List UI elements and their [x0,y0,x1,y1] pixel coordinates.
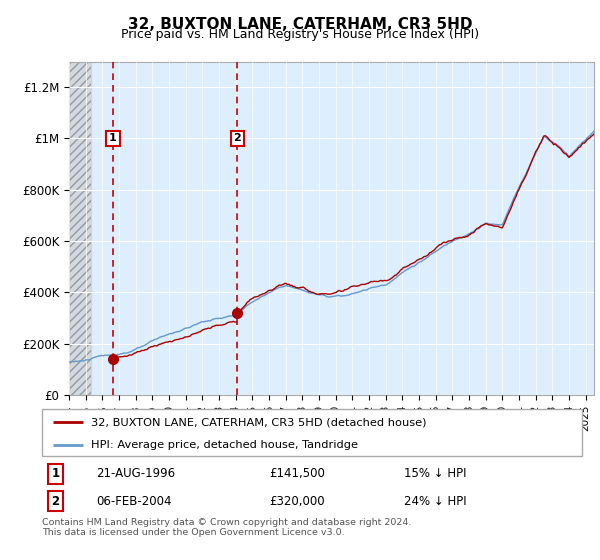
Text: 21-AUG-1996: 21-AUG-1996 [96,467,175,480]
Text: 15% ↓ HPI: 15% ↓ HPI [404,467,466,480]
Text: 24% ↓ HPI: 24% ↓ HPI [404,494,466,507]
Bar [69,62,91,395]
Text: 2: 2 [233,133,241,143]
Text: £141,500: £141,500 [269,467,325,480]
Text: 06-FEB-2004: 06-FEB-2004 [96,494,172,507]
Text: Contains HM Land Registry data © Crown copyright and database right 2024.
This d: Contains HM Land Registry data © Crown c… [42,518,412,538]
Text: £320,000: £320,000 [269,494,325,507]
Text: HPI: Average price, detached house, Tandridge: HPI: Average price, detached house, Tand… [91,440,358,450]
Text: Price paid vs. HM Land Registry's House Price Index (HPI): Price paid vs. HM Land Registry's House … [121,28,479,41]
Text: 32, BUXTON LANE, CATERHAM, CR3 5HD (detached house): 32, BUXTON LANE, CATERHAM, CR3 5HD (deta… [91,417,426,427]
Text: 2: 2 [52,494,59,507]
Text: 1: 1 [109,133,117,143]
Text: 1: 1 [52,467,59,480]
FancyBboxPatch shape [42,409,582,456]
Bar [69,62,91,395]
Text: 32, BUXTON LANE, CATERHAM, CR3 5HD: 32, BUXTON LANE, CATERHAM, CR3 5HD [128,17,472,32]
